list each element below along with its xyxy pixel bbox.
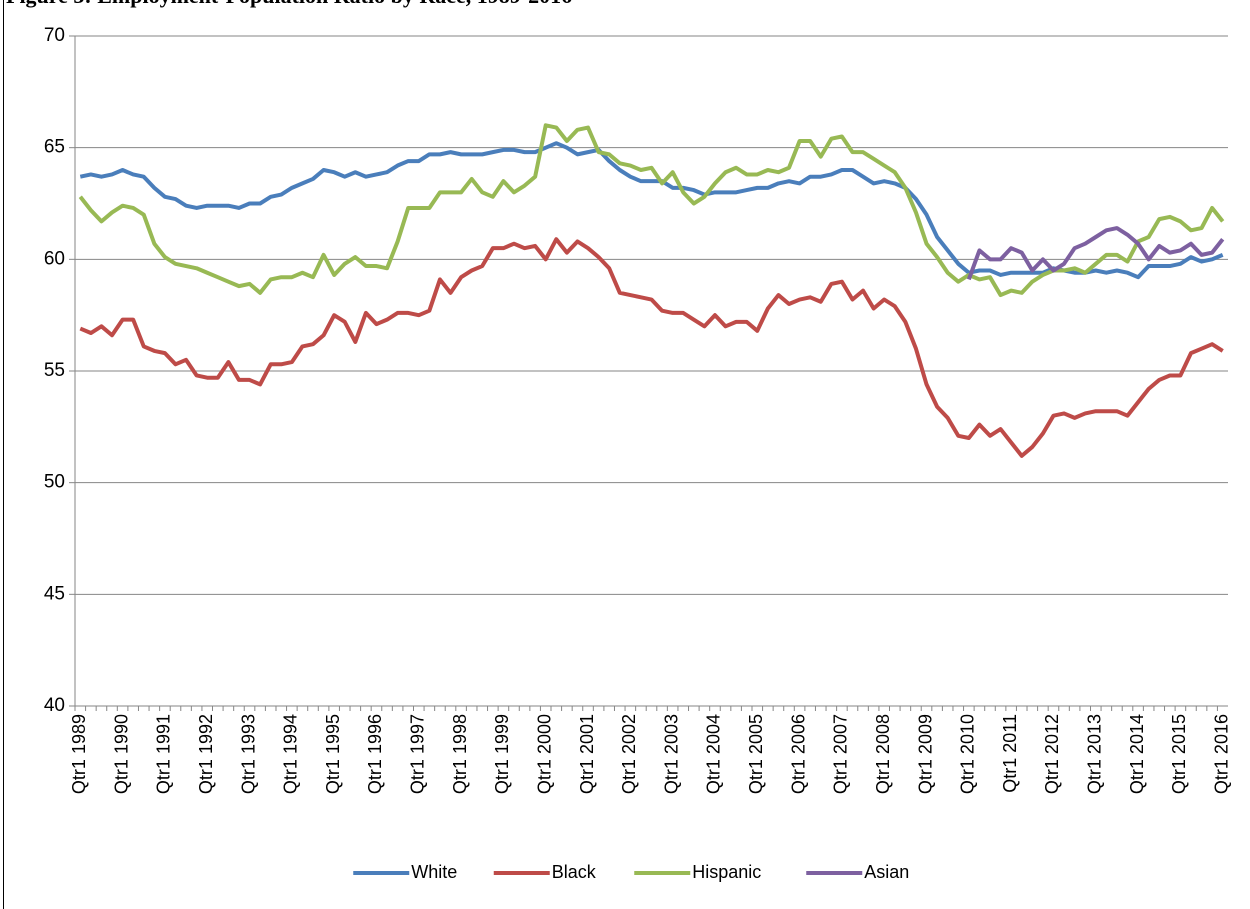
x-tick-label: Qtr1 2016: [1211, 714, 1231, 794]
chart-frame: [3, 0, 4, 909]
x-tick-label: Qtr1 2002: [619, 714, 639, 794]
x-tick-label: Qtr1 2003: [661, 714, 681, 794]
x-tick-label: Qtr1 2004: [704, 714, 724, 794]
x-tick-label: Qtr1 1999: [492, 714, 512, 794]
x-tick-label: Qtr1 1989: [69, 714, 89, 794]
y-tick-label: 55: [44, 360, 65, 381]
x-tick-label: Qtr1 1995: [323, 714, 343, 794]
x-tick-label: Qtr1 2013: [1085, 714, 1105, 794]
y-tick-label: 65: [44, 137, 65, 158]
y-tick-label: 50: [44, 472, 65, 493]
x-tick-label: Qtr1 1994: [281, 714, 301, 794]
x-tick-label: Qtr1 2014: [1127, 714, 1147, 794]
x-tick-label: Qtr1 1993: [238, 714, 258, 794]
x-tick-label: Qtr1 1990: [111, 714, 131, 794]
x-tick-label: Qtr1 2009: [915, 714, 935, 794]
x-tick-label: Qtr1 2000: [534, 714, 554, 794]
x-tick-label: Qtr1 2015: [1169, 714, 1189, 794]
series-line: [79, 141, 1224, 280]
x-tick-label: Qtr1 2005: [746, 714, 766, 794]
x-tick-label: Qtr1 2011: [1000, 714, 1020, 793]
x-tick-label: Qtr1 1998: [450, 714, 470, 794]
x-tick-label: Qtr1 2006: [788, 714, 808, 794]
series-line: [966, 226, 1225, 281]
x-tick-label: Qtr1 1997: [408, 714, 428, 794]
series-line: [79, 237, 1224, 458]
chart-title: Figure 3: Employment-Population Ratio by…: [6, 0, 572, 8]
series-line: [78, 123, 1225, 298]
x-tick-label: Qtr1 2012: [1042, 714, 1062, 794]
x-tick-label: Qtr1 2008: [873, 714, 893, 794]
x-tick-label: Qtr1 2001: [577, 714, 597, 794]
x-tick-label: Qtr1 1996: [365, 714, 385, 794]
y-tick-label: 40: [44, 695, 65, 716]
y-tick-label: 70: [44, 25, 65, 46]
x-tick-label: Qtr1 2007: [831, 714, 851, 794]
legend-label: Hispanic: [692, 862, 761, 882]
y-tick-label: 60: [44, 248, 65, 269]
x-tick-label: Qtr1 2010: [958, 714, 978, 794]
x-tick-label: Qtr1 1992: [196, 714, 216, 794]
legend-label: White: [411, 862, 457, 882]
x-tick-label: Qtr1 1991: [154, 714, 174, 794]
legend-label: Black: [552, 862, 597, 882]
y-tick-label: 45: [44, 583, 65, 604]
legend-label: Asian: [864, 862, 909, 882]
